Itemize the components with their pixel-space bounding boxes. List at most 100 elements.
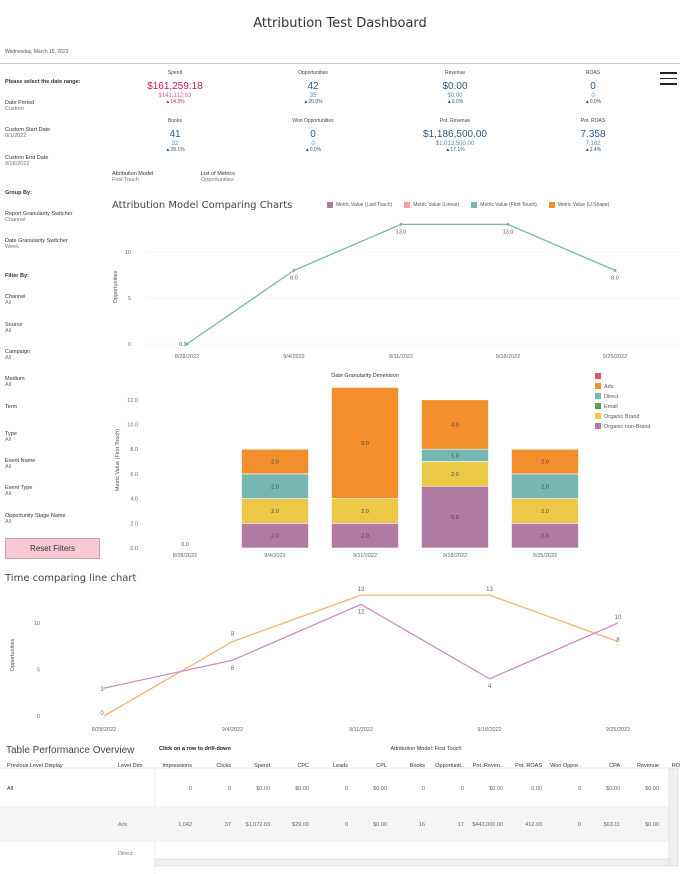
table-cell[interactable]: $29.00	[292, 822, 309, 828]
table-cell[interactable]: $0.00	[606, 786, 620, 792]
table-cell[interactable]: $63.11	[604, 822, 620, 828]
legend-swatch[interactable]	[595, 393, 601, 399]
filter-campaign[interactable]: Campaign All	[5, 349, 30, 361]
series-line-previous[interactable]	[103, 603, 619, 689]
bar-segment-organic-non-brand[interactable]	[511, 523, 579, 549]
data-point[interactable]	[613, 268, 617, 272]
column-header[interactable]: CPA	[609, 763, 620, 769]
bar-segment-ads[interactable]	[331, 387, 399, 499]
column-header[interactable]: Won Oppor..	[550, 763, 581, 769]
bar-segment-ads[interactable]	[511, 448, 579, 475]
date-granularity-control[interactable]: Date Granularity Switcher Week	[5, 238, 68, 250]
table-cell[interactable]: $0.00	[645, 786, 659, 792]
filter-event-type[interactable]: Event Type All	[5, 485, 32, 497]
table-cell[interactable]: 0	[345, 822, 348, 828]
filter-event-name[interactable]: Event Name All	[5, 458, 35, 470]
legend-item[interactable]: Metric Value (U Shape)	[548, 202, 609, 208]
time-comparing-line-chart[interactable]: 0 5 10 Opportunities 0 8 13 13 8 3 6 12 4 10 8/28/2022…	[0, 585, 680, 740]
report-granularity-control[interactable]: Report Granularity Switcher Channel	[5, 211, 73, 223]
data-point[interactable]	[506, 222, 510, 226]
column-header[interactable]: Impressions	[162, 763, 192, 769]
filter-term[interactable]: Term	[5, 404, 17, 410]
table-cell[interactable]: $0.00	[373, 786, 387, 792]
table-cell[interactable]: 0	[345, 786, 348, 792]
hamburger-menu-icon[interactable]	[660, 72, 677, 85]
legend-label[interactable]: Organic non-Brand	[604, 424, 650, 430]
bar-segment-ads[interactable]	[421, 399, 489, 450]
column-header[interactable]: Pot. Reven..	[473, 763, 504, 769]
legend-swatch[interactable]	[595, 403, 601, 409]
column-header[interactable]: Leads	[333, 763, 348, 769]
legend-item[interactable]: Metric Value (First Touch)	[471, 202, 537, 208]
row-level-dim[interactable]: Direct	[118, 851, 133, 857]
legend-swatch[interactable]	[595, 413, 601, 419]
table-cell[interactable]: $0.00	[373, 822, 387, 828]
table-cell[interactable]: $1,072.83	[246, 822, 270, 828]
table-cell[interactable]: $0.00	[295, 786, 309, 792]
table-cell[interactable]: $0.00	[256, 786, 270, 792]
bar-segment-organic-non-brand[interactable]	[241, 523, 309, 549]
bar-segment-organic-non-brand[interactable]	[331, 523, 399, 549]
table-cell[interactable]: $443,000.00	[472, 822, 503, 828]
vertical-scrollbar[interactable]	[668, 768, 679, 867]
data-point[interactable]	[185, 342, 189, 346]
column-header[interactable]: Opportunit..	[435, 763, 464, 769]
table-cell[interactable]: 0.00	[531, 786, 542, 792]
column-header[interactable]: Clicks	[216, 763, 231, 769]
bar-segment-organic-brand[interactable]	[511, 498, 579, 524]
legend-item[interactable]: Metric Value (Last Touch)	[327, 202, 392, 208]
filter-opportunity-stage[interactable]: Opportunity Stage Name All	[5, 513, 66, 525]
table-cell[interactable]: 0	[422, 786, 425, 792]
table-cell[interactable]: 1,042	[178, 822, 192, 828]
attribution-line-chart[interactable]: 0 5 10 Opportunities 0.0 8.0 13.0 13.0 8.0 8/28/2…	[105, 215, 680, 365]
column-header[interactable]: Revenue	[637, 763, 659, 769]
row-previous-level[interactable]: All	[7, 786, 13, 792]
series-line-current[interactable]	[103, 594, 619, 717]
legend-swatch[interactable]	[595, 423, 601, 429]
table-cell[interactable]: 0	[578, 786, 581, 792]
column-header[interactable]: Spend	[254, 763, 270, 769]
bar-segment-ads[interactable]	[241, 448, 309, 475]
date-period-control[interactable]: Date Period Custom	[5, 100, 34, 112]
table-cell[interactable]: 16	[419, 822, 425, 828]
table-cell[interactable]: 17	[458, 822, 464, 828]
column-header[interactable]: CPC	[297, 763, 309, 769]
table-cell[interactable]: 0	[578, 822, 581, 828]
filter-source[interactable]: Source All	[5, 322, 22, 334]
attribution-model-control[interactable]: Attribution Model First Touch	[112, 171, 153, 183]
legend-label[interactable]: Organic Brand	[604, 414, 639, 420]
data-point[interactable]	[292, 268, 296, 272]
legend-label[interactable]: Email	[604, 404, 618, 410]
table-cell[interactable]: 37	[225, 822, 231, 828]
legend-label[interactable]: Ads	[604, 384, 614, 390]
table-cell[interactable]: 0	[461, 786, 464, 792]
row-level-dim[interactable]: Ads	[118, 822, 128, 828]
filter-type[interactable]: Type All	[5, 431, 17, 443]
legend-swatch[interactable]	[595, 383, 601, 389]
legend-label[interactable]: Direct	[604, 394, 619, 400]
filter-channel[interactable]: Channel All	[5, 294, 26, 306]
performance-table[interactable]: Table Performance Overview Click on a row…	[0, 742, 680, 874]
legend-item[interactable]: Metric Value (Linear)	[404, 202, 459, 208]
column-header[interactable]: Books	[410, 763, 426, 769]
column-header[interactable]: CPL	[376, 763, 387, 769]
horizontal-scrollbar[interactable]	[154, 858, 670, 867]
reset-filters-button[interactable]: Reset Filters	[5, 538, 100, 559]
bar-segment-direct[interactable]	[511, 473, 579, 499]
table-cell[interactable]: 0	[228, 786, 231, 792]
table-cell[interactable]: $0.00	[489, 786, 503, 792]
column-header[interactable]: RO	[672, 763, 680, 769]
data-point[interactable]	[399, 222, 403, 226]
bar-segment-organic-non-brand[interactable]	[421, 485, 489, 549]
filter-medium[interactable]: Medium All	[5, 376, 25, 388]
table-cell[interactable]: 412.93	[525, 822, 542, 828]
table-cell[interactable]: $0.00	[645, 822, 659, 828]
bar-segment-organic-brand[interactable]	[331, 498, 399, 524]
legend-swatch[interactable]	[595, 373, 601, 379]
custom-end-date-control[interactable]: Custom End Date 9/28/2022	[5, 155, 48, 167]
custom-start-date-control[interactable]: Custom Start Date 9/1/2022	[5, 127, 50, 139]
column-header[interactable]: Pot. ROAS	[515, 763, 542, 769]
table-cell[interactable]: 0	[189, 786, 192, 792]
date-granularity-bar-chart[interactable]: Date Granularity Dimension 0.0 2.0 4.0 6.0 8.…	[105, 365, 680, 565]
list-of-metrics-control[interactable]: List of Metrics Opportunities	[201, 171, 235, 183]
